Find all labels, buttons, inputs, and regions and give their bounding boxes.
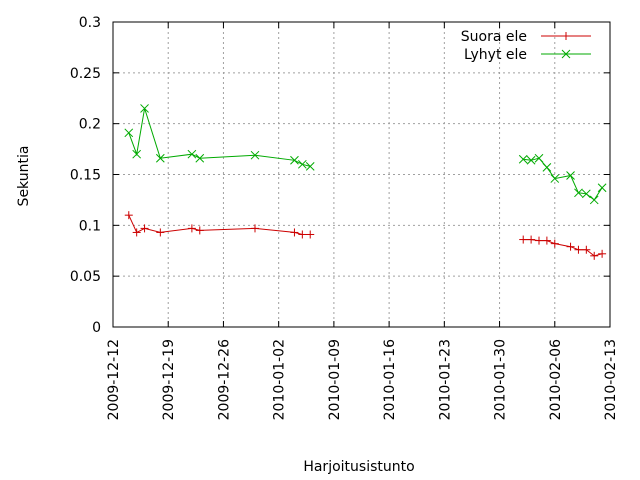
x-tick-label: 2010-01-23 xyxy=(437,339,453,420)
series-layer xyxy=(124,104,607,260)
ticks-layer: 0 0.05 0.1 0.15 0.2 0.25 0.3 2009-12-12 2009-12-… xyxy=(70,15,619,420)
data-point xyxy=(290,228,299,237)
series-lyhyt-ele xyxy=(124,104,607,205)
x-tick-label: 2010-02-13 xyxy=(603,339,619,420)
y-tick-label: 0.2 xyxy=(79,117,101,133)
data-point xyxy=(187,224,196,233)
data-point xyxy=(251,224,259,233)
x-tick-label: 2010-01-16 xyxy=(382,339,398,420)
y-tick-label: 0.05 xyxy=(70,269,101,285)
data-point xyxy=(542,236,551,245)
y-tick-label: 0 xyxy=(92,320,101,336)
data-point xyxy=(566,242,575,251)
x-tick-label: 2009-12-19 xyxy=(161,339,177,420)
series-suora-ele xyxy=(124,211,607,260)
data-point xyxy=(581,189,591,199)
data-point xyxy=(590,251,599,260)
y-tick-label: 0.3 xyxy=(79,15,101,31)
data-point xyxy=(582,245,591,254)
x-tick-label: 2009-12-26 xyxy=(216,339,232,420)
data-point xyxy=(297,159,307,169)
x-tick-label: 2010-01-30 xyxy=(493,339,509,420)
data-point xyxy=(298,230,307,239)
data-point xyxy=(132,149,142,159)
legend-marker xyxy=(562,32,570,40)
y-tick-label: 0.1 xyxy=(79,218,101,234)
data-point xyxy=(518,154,528,164)
data-point xyxy=(306,230,315,239)
data-point xyxy=(527,235,536,244)
series-line xyxy=(128,108,311,167)
data-point xyxy=(526,155,536,165)
data-point xyxy=(140,104,149,113)
data-point xyxy=(598,249,607,258)
data-point xyxy=(250,150,260,160)
y-tick-label: 0.25 xyxy=(70,66,101,82)
x-tick-label: 2010-02-06 xyxy=(548,339,564,420)
data-point xyxy=(305,162,315,171)
grid-layer xyxy=(113,22,610,327)
series-line xyxy=(523,157,603,201)
x-tick-label: 2009-12-12 xyxy=(106,339,122,420)
data-point xyxy=(574,188,583,198)
data-point xyxy=(187,149,197,159)
data-point xyxy=(140,224,149,233)
data-point xyxy=(124,128,134,138)
data-point xyxy=(550,174,560,183)
y-tick-label: 0.15 xyxy=(70,168,101,184)
data-point xyxy=(566,171,575,180)
data-point xyxy=(534,153,544,163)
data-point xyxy=(519,235,528,244)
data-point xyxy=(195,153,205,163)
data-point xyxy=(290,155,299,165)
data-point xyxy=(589,195,599,205)
data-point xyxy=(542,163,552,172)
data-point xyxy=(124,211,133,220)
data-point xyxy=(155,153,165,163)
legend-label: Lyhyt ele xyxy=(464,47,527,63)
x-tick-label: 2010-01-09 xyxy=(327,339,343,420)
plot-frame xyxy=(112,21,611,328)
legend: Suora ele Lyhyt ele xyxy=(461,29,591,63)
data-point xyxy=(535,236,543,245)
legend-marker xyxy=(561,49,571,59)
data-point xyxy=(132,228,141,237)
data-point xyxy=(156,228,165,237)
y-axis-label: Sekuntia xyxy=(16,146,32,207)
x-tick-label: 2010-01-02 xyxy=(272,339,288,420)
series-line xyxy=(128,214,311,235)
data-point xyxy=(550,239,559,248)
series-line xyxy=(523,239,603,257)
data-point xyxy=(574,245,583,254)
legend-label: Suora ele xyxy=(461,29,527,45)
data-point xyxy=(195,226,204,235)
x-axis-label: Harjoitusistunto xyxy=(303,459,414,475)
data-point xyxy=(597,183,607,193)
